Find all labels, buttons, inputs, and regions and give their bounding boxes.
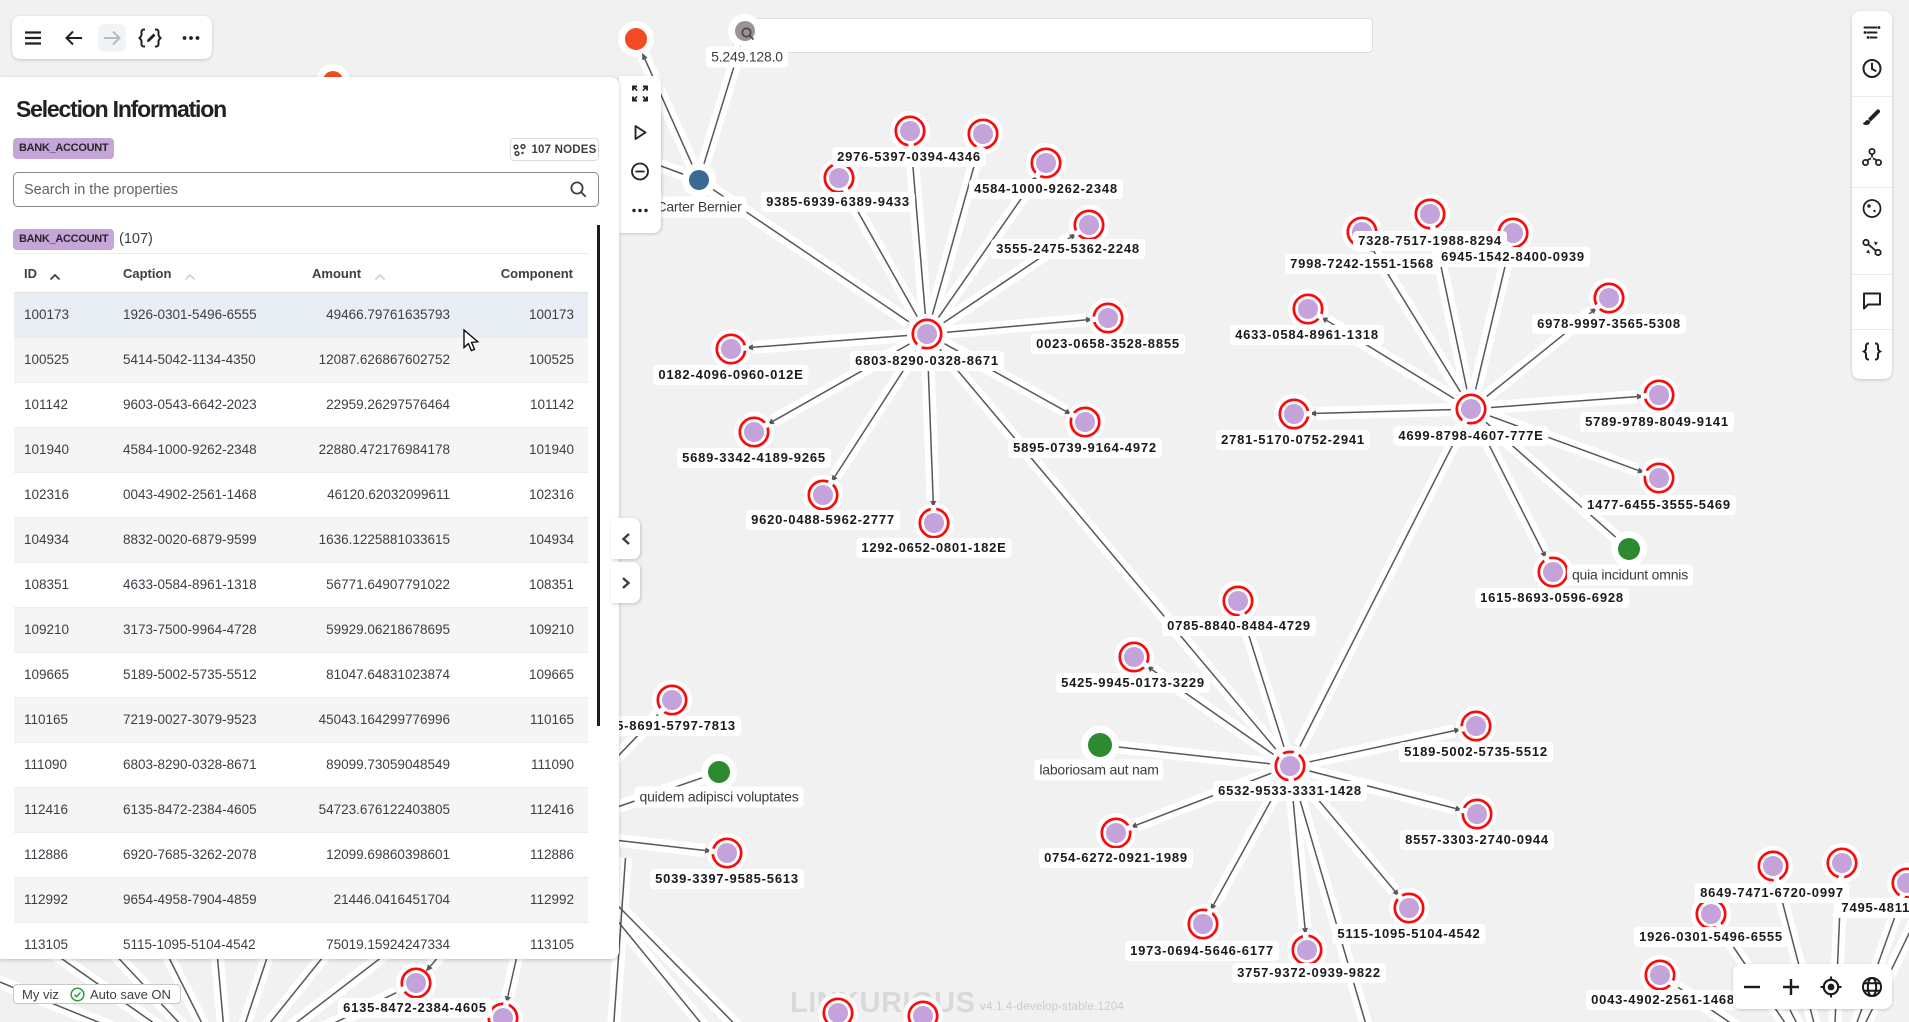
svg-text:v4.1.4-develop-stable.1204: v4.1.4-develop-stable.1204 [980, 1001, 1124, 1013]
svg-text:LINKURIOUS: LINKURIOUS [790, 987, 975, 1019]
